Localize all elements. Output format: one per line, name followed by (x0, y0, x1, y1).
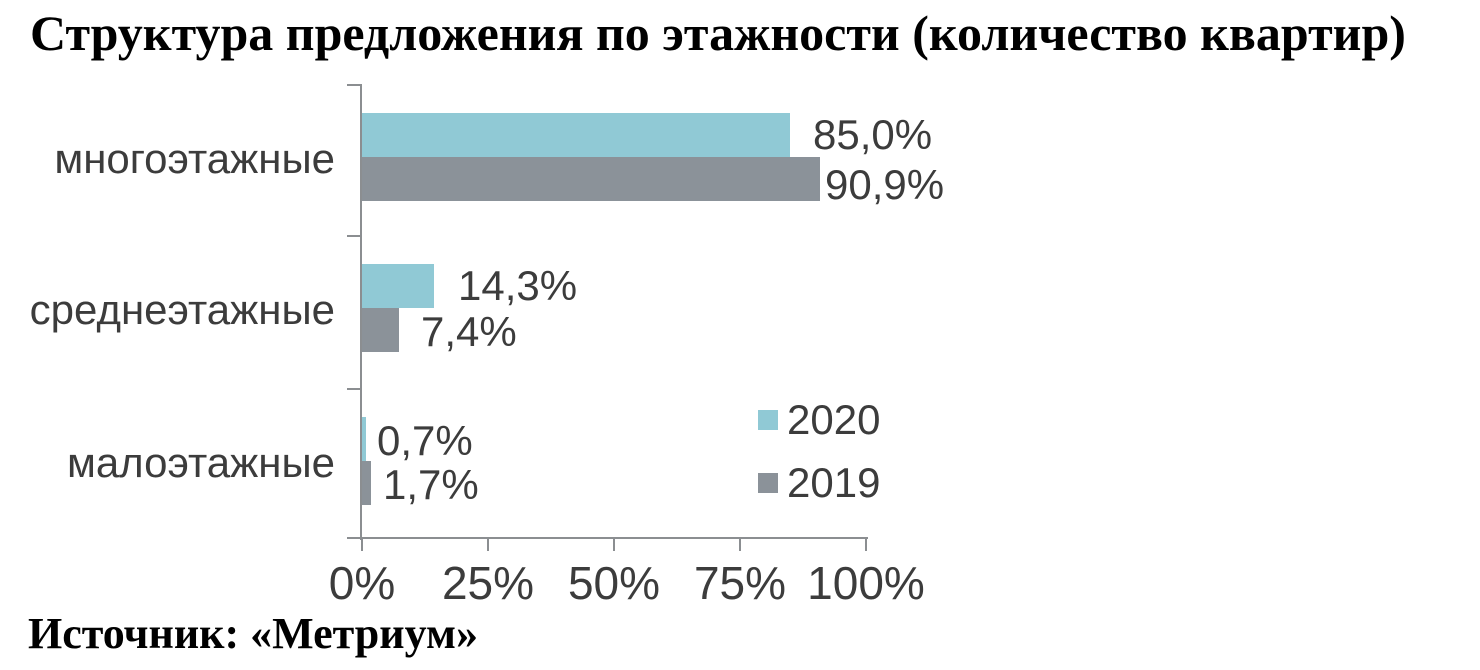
bar-2019-среднеэтажные (362, 308, 399, 352)
category-label: малоэтажные (66, 439, 335, 486)
legend-label-2020: 2020 (787, 396, 881, 443)
legend-swatch-2020 (758, 410, 778, 430)
x-axis-line (347, 537, 868, 539)
bar-2020-многоэтажные (362, 113, 790, 157)
bar-value-label: 14,3% (458, 262, 578, 309)
x-tick-label: 0% (328, 557, 396, 609)
bar-value-label: 0,7% (377, 417, 473, 464)
x-tick-label: 50% (567, 557, 661, 609)
legend-swatch-2019 (758, 473, 778, 493)
x-tick-mark (865, 539, 867, 551)
x-tick-label: 100% (807, 557, 925, 609)
bar-2019-многоэтажные (362, 157, 820, 201)
bar-value-label: 7,4% (421, 308, 517, 355)
x-tick-mark (361, 539, 363, 551)
bar-2020-малоэтажные (362, 417, 366, 461)
x-tick-label: 25% (441, 557, 535, 609)
x-tick-label: 75% (693, 557, 787, 609)
bar-2020-среднеэтажные (362, 264, 434, 308)
bar-value-label: 85,0% (813, 111, 933, 158)
bar-2019-малоэтажные (362, 461, 371, 505)
category-tick (347, 388, 360, 390)
category-label: многоэтажные (54, 135, 335, 182)
chart-title: Структура предложения по этажности (коли… (30, 5, 1406, 61)
x-tick-mark (613, 539, 615, 551)
source-note: Источник: «Метриум» (28, 609, 479, 658)
legend-label-2019: 2019 (787, 459, 881, 506)
x-tick-mark (739, 539, 741, 551)
x-tick-mark (487, 539, 489, 551)
bar-value-label: 90,9% (825, 161, 945, 208)
category-tick (347, 84, 360, 86)
category-tick (347, 235, 360, 237)
y-axis-line (360, 84, 362, 540)
bar-value-label: 1,7% (383, 461, 479, 508)
category-label: среднеэтажные (29, 286, 335, 333)
